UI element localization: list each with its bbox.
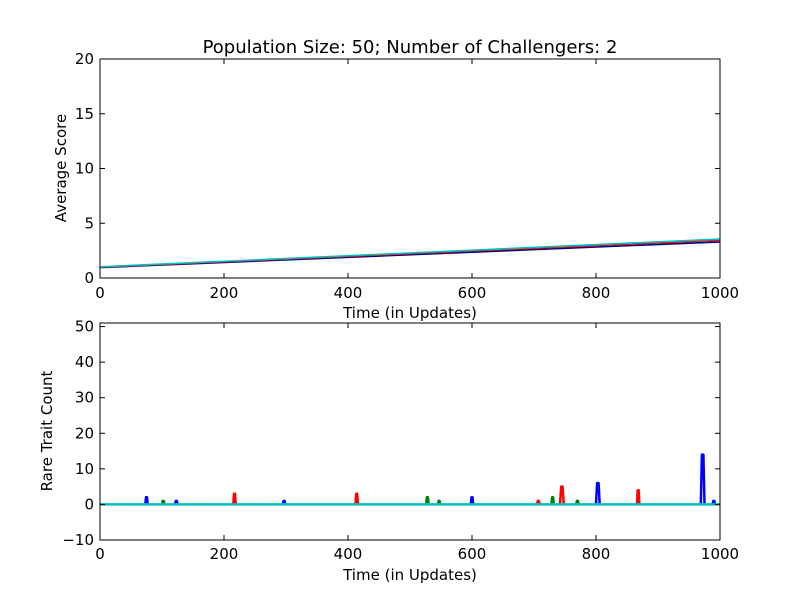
bottom-y-tick-label: −10 <box>62 531 94 549</box>
bottom-x-tick-label: 200 <box>210 545 239 563</box>
bottom-y-tick-label: 50 <box>75 318 94 336</box>
top-y-tick-label: 5 <box>84 214 94 232</box>
bottom-y-tick-label: 20 <box>75 424 94 442</box>
top-y-tick-label: 15 <box>75 105 94 123</box>
bottom-peak-blue <box>594 481 601 505</box>
top-y-tick-label: 20 <box>75 50 94 68</box>
top-x-tick-label: 400 <box>334 284 363 302</box>
bottom-x-tick-label: 600 <box>458 545 487 563</box>
bottom-axes-frame <box>99 322 721 541</box>
bottom-peak-red <box>535 499 541 505</box>
bottom-y-tick-label: 40 <box>75 353 94 371</box>
bottom-peak-green <box>574 499 580 505</box>
top-x-tick-label: 800 <box>582 284 611 302</box>
bottom-peak-red <box>354 492 360 505</box>
bottom-peak-blue <box>469 496 475 505</box>
bottom-peak-green <box>160 499 166 505</box>
bottom-peak-blue <box>281 499 287 505</box>
bottom-peak-blue <box>699 453 706 505</box>
bottom-peak-green <box>550 496 556 505</box>
top-x-tick-label: 1000 <box>701 284 739 302</box>
top-y-axis-label: Average Score <box>52 114 70 222</box>
bottom-peak-blue <box>144 496 149 505</box>
bottom-y-tick-label: 0 <box>84 495 94 513</box>
bottom-y-tick-label: 10 <box>75 460 94 478</box>
top-y-tick-label: 0 <box>84 269 94 287</box>
bottom-x-axis-label: Time (in Updates) <box>342 566 477 584</box>
chart-top: Population Size: 50; Number of Challenge… <box>52 37 739 322</box>
bottom-x-tick-label: 1000 <box>701 545 739 563</box>
bottom-peak-red <box>232 492 238 505</box>
top-x-tick-label: 600 <box>458 284 487 302</box>
bottom-x-tick-label: 0 <box>95 545 105 563</box>
bottom-y-tick-label: 30 <box>75 389 94 407</box>
top-y-tick-label: 10 <box>75 160 94 178</box>
top-x-axis-label: Time (in Updates) <box>342 304 477 322</box>
top-ticks-group: 0 200 400 600 800 1000 0 5 10 15 20 <box>75 50 739 302</box>
top-x-tick-label: 0 <box>95 284 105 302</box>
bottom-peak-red <box>558 485 566 505</box>
bottom-peak-red <box>635 488 641 505</box>
bottom-peak-green <box>436 499 442 505</box>
chart-title: Population Size: 50; Number of Challenge… <box>203 37 618 58</box>
top-series-group <box>99 238 721 269</box>
bottom-peak-blue <box>173 499 179 505</box>
bottom-series-group <box>100 453 720 506</box>
top-series-line-cyan <box>99 238 721 268</box>
bottom-peak-green <box>424 496 430 505</box>
top-x-tick-label: 200 <box>210 284 239 302</box>
bottom-peak-blue <box>711 499 717 505</box>
bottom-x-tick-label: 800 <box>582 545 611 563</box>
bottom-y-axis-label: Rare Trait Count <box>38 370 56 491</box>
bottom-x-tick-label: 400 <box>334 545 363 563</box>
